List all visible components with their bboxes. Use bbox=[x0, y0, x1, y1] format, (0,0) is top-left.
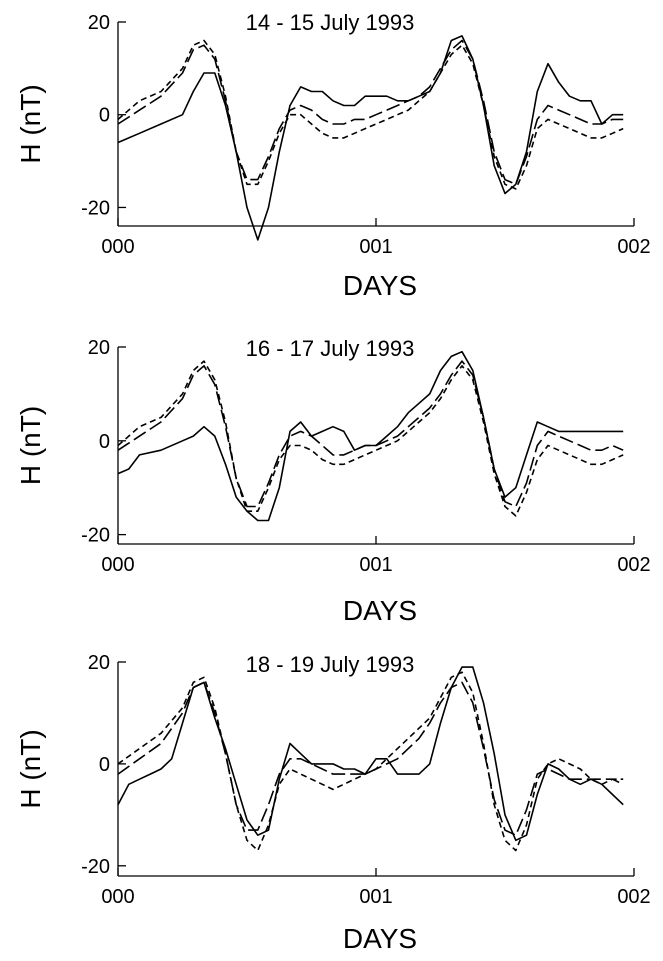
chart-panel-3: 20 0 -20 000 001 002 18 - 19 July 1993 DAYS H (n… bbox=[15, 652, 651, 954]
x-axis-label: DAYS bbox=[343, 595, 417, 626]
x-tick-label: 000 bbox=[101, 236, 134, 258]
series-line-long-dash bbox=[117, 39, 624, 186]
x-tick-label: 000 bbox=[101, 554, 134, 576]
y-tick-label: 20 bbox=[88, 337, 110, 359]
y-axis-label: H (nT) bbox=[15, 84, 46, 163]
x-tick-label: 000 bbox=[101, 886, 134, 908]
chart-title: 18 - 19 July 1993 bbox=[246, 652, 415, 677]
x-tick-label: 002 bbox=[617, 236, 650, 258]
y-tick-label: -20 bbox=[81, 197, 110, 219]
y-tick-label: 20 bbox=[88, 12, 110, 34]
y-axis-label: H (nT) bbox=[15, 729, 46, 808]
chart-panel-2: 20 0 -20 000 001 002 16 - 17 July 1993 DAYS H (n… bbox=[15, 336, 651, 626]
x-tick-label: 001 bbox=[359, 236, 392, 258]
series-line-short-dash bbox=[117, 39, 624, 190]
x-tick-label: 002 bbox=[617, 886, 650, 908]
series-line-long-dash bbox=[117, 360, 624, 508]
x-tick-label: 001 bbox=[359, 554, 392, 576]
chart-panel-1: 20 0 -20 000 001 002 14 - 15 July 1993 DAYS H (n… bbox=[15, 10, 651, 301]
y-tick-label: 0 bbox=[99, 431, 110, 453]
y-tick-label: 20 bbox=[88, 652, 110, 674]
series-line-long-dash bbox=[117, 681, 624, 837]
chart-title: 16 - 17 July 1993 bbox=[246, 336, 415, 361]
y-tick-label: -20 bbox=[81, 525, 110, 547]
series-line-solid bbox=[117, 350, 624, 522]
y-tick-label: 0 bbox=[99, 754, 110, 776]
series-line-solid bbox=[117, 35, 624, 241]
x-tick-label: 002 bbox=[617, 554, 650, 576]
series-line-short-dash bbox=[117, 671, 624, 852]
series-line-solid bbox=[117, 666, 624, 842]
x-tick-label: 001 bbox=[359, 886, 392, 908]
y-tick-label: -20 bbox=[81, 856, 110, 878]
x-axis-label: DAYS bbox=[343, 270, 417, 301]
y-axis-label: H (nT) bbox=[15, 406, 46, 485]
series-line-short-dash bbox=[117, 360, 624, 517]
x-axis-label: DAYS bbox=[343, 923, 417, 954]
chart-title: 14 - 15 July 1993 bbox=[246, 10, 415, 35]
y-tick-label: 0 bbox=[99, 105, 110, 127]
